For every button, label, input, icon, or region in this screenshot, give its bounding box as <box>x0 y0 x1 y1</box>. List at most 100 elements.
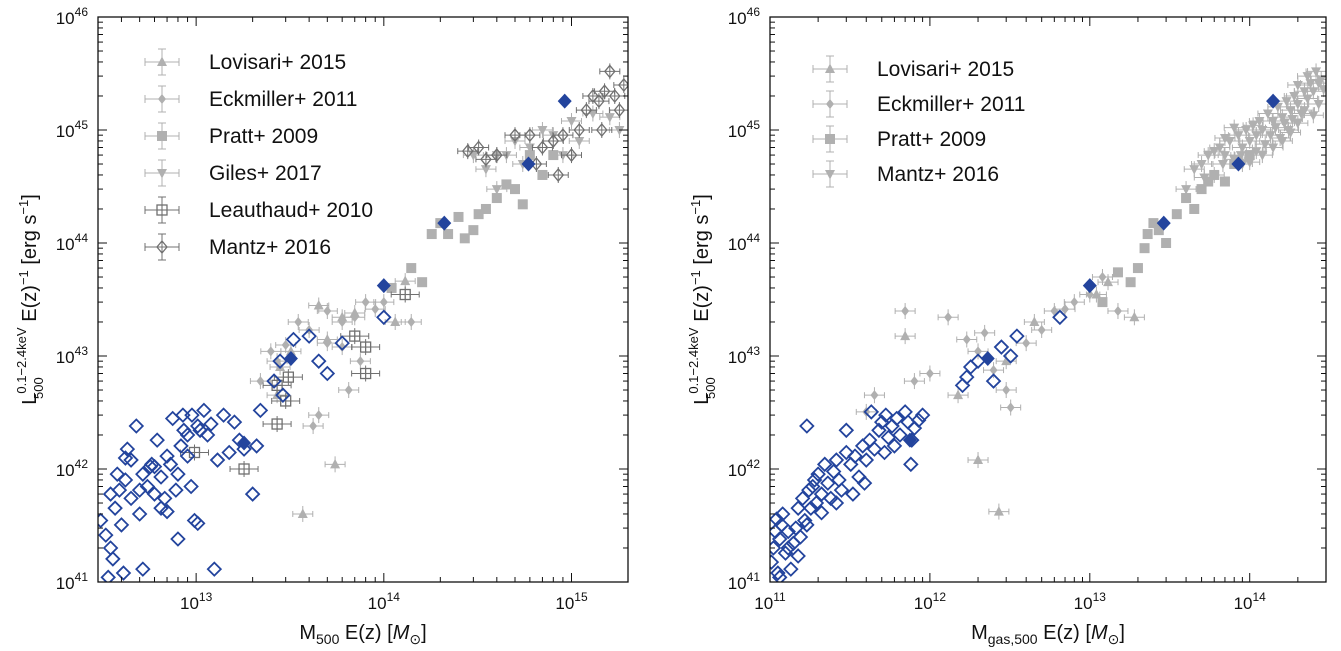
data-point <box>565 148 578 163</box>
data-point <box>799 418 815 434</box>
data-point <box>1082 278 1097 294</box>
data-point <box>1181 193 1192 204</box>
data-point <box>1313 99 1324 110</box>
data-point <box>468 225 479 236</box>
data-point <box>272 353 288 369</box>
data-point <box>123 452 139 468</box>
legend-label: Eckmiller+ 2011 <box>877 93 1025 116</box>
data-point <box>1233 131 1244 141</box>
data-point <box>587 88 599 103</box>
data-point <box>614 126 625 136</box>
x-tick-label: 1014 <box>1234 590 1267 613</box>
data-point <box>888 410 905 427</box>
data-point <box>1299 87 1310 97</box>
data-point <box>1203 176 1214 187</box>
y-tick-label: 1041 <box>728 570 761 593</box>
data-point <box>1285 106 1296 116</box>
data-point <box>617 78 628 93</box>
data-point <box>1001 355 1012 366</box>
data-point <box>1203 151 1214 161</box>
data-point <box>1292 119 1303 129</box>
data-point <box>1229 155 1240 165</box>
axes-frame <box>97 16 629 583</box>
data-point <box>1313 79 1324 89</box>
data-point <box>989 365 998 376</box>
data-point <box>159 503 175 520</box>
series-eckmiller-2011 <box>855 269 1129 420</box>
data-point <box>993 339 1010 355</box>
data-point <box>1037 324 1046 335</box>
data-point <box>490 148 503 163</box>
legend-marker <box>156 239 168 255</box>
data-point <box>139 478 156 495</box>
data-point <box>400 275 411 286</box>
chart-panel-1: 1013 1014 1015 1041 1042 1043 1044 1045 1046 M500… <box>14 5 629 647</box>
data-point <box>168 482 184 498</box>
data-point <box>854 438 871 454</box>
data-point <box>146 458 163 475</box>
data-point <box>1009 328 1025 344</box>
data-point <box>379 297 388 308</box>
series-diamond-blue-open <box>98 309 392 582</box>
data-point <box>973 454 984 465</box>
data-point <box>189 418 206 434</box>
data-point <box>980 351 995 367</box>
data-point <box>1002 348 1019 364</box>
data-point <box>1266 93 1281 109</box>
data-point <box>770 565 786 581</box>
data-point <box>203 416 219 432</box>
data-point <box>386 282 397 293</box>
data-point <box>870 390 879 401</box>
data-point <box>820 475 836 491</box>
data-point <box>361 297 370 308</box>
data-point <box>356 356 365 367</box>
data-point <box>149 432 165 448</box>
data-point <box>925 368 934 379</box>
data-point <box>313 299 324 310</box>
data-point <box>443 229 454 240</box>
data-point <box>275 387 291 403</box>
data-point <box>1139 243 1150 254</box>
data-point <box>301 328 317 344</box>
data-point <box>1171 209 1182 220</box>
data-point <box>309 421 318 432</box>
data-point <box>1224 136 1235 147</box>
data-point <box>873 414 890 430</box>
data-point <box>1029 316 1040 326</box>
y-tick-label: 1042 <box>56 457 89 480</box>
y-tick-label: 1043 <box>56 344 89 367</box>
data-point <box>910 412 927 429</box>
data-point <box>1281 97 1292 107</box>
legend-label: Pratt+ 2009 <box>877 128 986 151</box>
data-point <box>1292 81 1303 91</box>
data-point <box>980 327 989 338</box>
data-point <box>98 527 114 543</box>
data-point <box>595 122 608 138</box>
data-point <box>806 472 823 488</box>
data-point <box>162 456 179 473</box>
data-point <box>170 466 186 482</box>
data-point <box>407 316 416 327</box>
series-pratt-2009 <box>386 150 559 293</box>
legend-label: Pratt+ 2009 <box>209 125 318 148</box>
data-point <box>371 304 380 315</box>
data-point <box>480 165 491 175</box>
data-point <box>953 389 964 400</box>
data-point <box>1262 109 1273 119</box>
data-point <box>1277 136 1288 147</box>
data-point <box>199 427 216 443</box>
series-giles-2017 <box>462 105 628 198</box>
data-point <box>1302 72 1313 82</box>
data-point <box>252 402 269 419</box>
data-point <box>406 263 417 274</box>
data-point <box>192 422 208 439</box>
data-point <box>790 548 806 564</box>
data-point <box>111 482 128 498</box>
legend-label: Giles+ 2017 <box>209 162 322 185</box>
data-point <box>196 402 212 419</box>
data-point <box>314 410 323 421</box>
data-point <box>833 482 850 498</box>
y-tick-label: 1041 <box>56 570 89 593</box>
data-point <box>816 456 833 473</box>
